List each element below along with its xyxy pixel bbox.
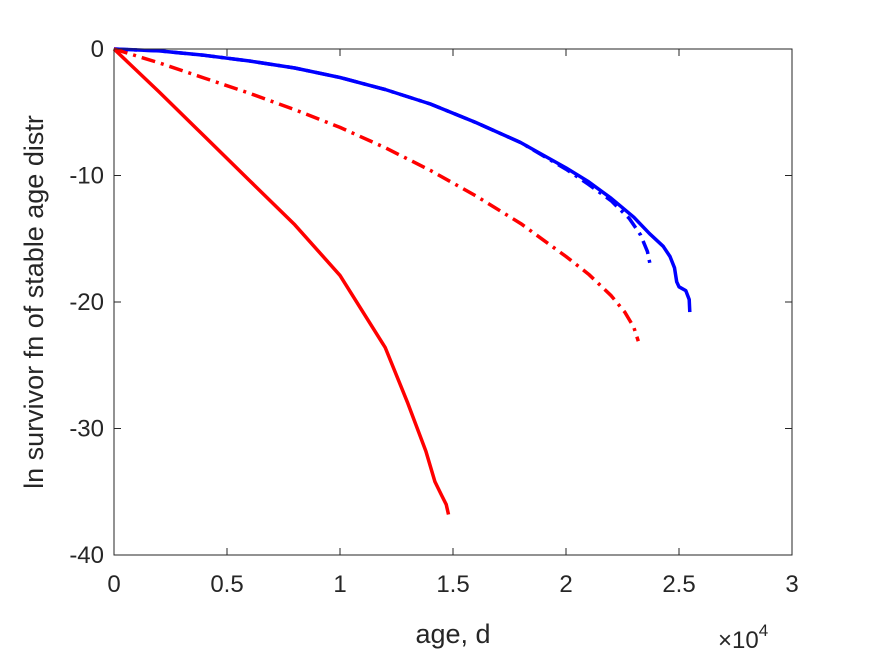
series-layer <box>112 47 692 515</box>
x-axis-label: age, d <box>415 619 490 649</box>
x-exponent-base: ×10 <box>718 627 759 654</box>
y-tick-label: -30 <box>69 416 104 443</box>
x-tick-label: 3 <box>785 571 798 598</box>
y-tick-label: 0 <box>91 36 104 63</box>
x-tick-label: 1 <box>333 571 346 598</box>
series-line-3 <box>113 47 640 342</box>
plot-area <box>114 49 792 555</box>
x-tick-label: 2 <box>559 571 572 598</box>
x-exponent-power: 4 <box>759 621 768 640</box>
x-tick-label: 2.5 <box>662 571 695 598</box>
x-tick-label: 0 <box>107 571 120 598</box>
ticks-layer: 0 0.5 1 1.5 2 2.5 3 0 -10 -20 -30 -40 <box>69 36 798 598</box>
x-tick-label: 1.5 <box>436 571 469 598</box>
x-tick-label: 0.5 <box>210 571 243 598</box>
y-tick-label: -40 <box>69 542 104 569</box>
series-line-2 <box>113 47 653 269</box>
x-exponent-label: ×104 <box>718 621 768 654</box>
y-axis-label: ln survivor fn of stable age distr <box>19 115 49 489</box>
series-line-4 <box>112 47 451 515</box>
y-tick-label: -10 <box>69 163 104 190</box>
y-tick-label: -20 <box>69 289 104 316</box>
